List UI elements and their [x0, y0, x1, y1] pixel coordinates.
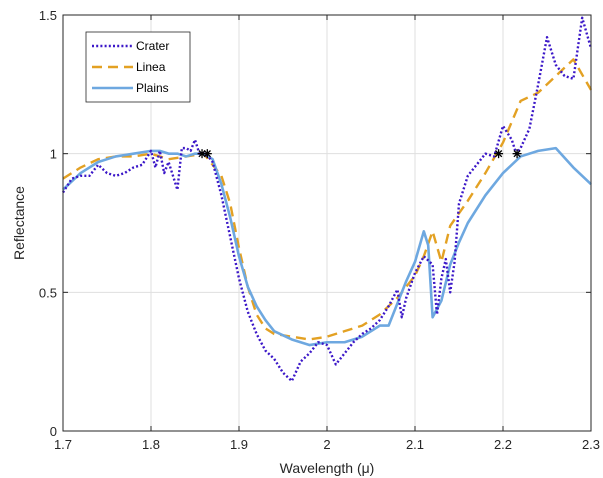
asterisk-marker: [202, 149, 212, 159]
legend-label-linea: Linea: [136, 60, 166, 74]
x-tick-label: 1.9: [230, 437, 248, 452]
x-tick-label: 1.7: [54, 437, 72, 452]
asterisk-marker: [512, 149, 522, 159]
y-tick-label: 1: [50, 147, 57, 162]
asterisk-marker: [494, 149, 504, 159]
legend-box: [85, 31, 191, 103]
marker-layer: [197, 149, 522, 159]
x-tick-label: 2.3: [582, 437, 600, 452]
y-axis-ticks: 0 0.5 1 1.5: [39, 8, 591, 439]
y-tick-label: 0: [50, 424, 57, 439]
y-tick-label: 1.5: [39, 8, 57, 23]
x-tick-label: 2.1: [406, 437, 424, 452]
x-axis-label: Wavelength (μ): [280, 460, 375, 476]
series-line-linea: [62, 58, 593, 341]
series-line-plains: [62, 146, 592, 347]
series-layer: [61, 16, 593, 383]
legend-label-plains: Plains: [136, 81, 169, 95]
y-tick-label: 0.5: [39, 285, 57, 300]
legend-label-crater: Crater: [136, 39, 169, 53]
x-axis-ticks: 1.7 1.8 1.9 2 2.1 2.2 2.3: [54, 15, 600, 452]
legend: Crater Linea Plains: [85, 31, 191, 103]
y-axis-label: Reflectance: [11, 186, 27, 260]
x-tick-label: 1.8: [142, 437, 160, 452]
x-tick-label: 2.2: [494, 437, 512, 452]
series-line-crater: [61, 16, 593, 383]
x-tick-label: 2: [323, 437, 330, 452]
